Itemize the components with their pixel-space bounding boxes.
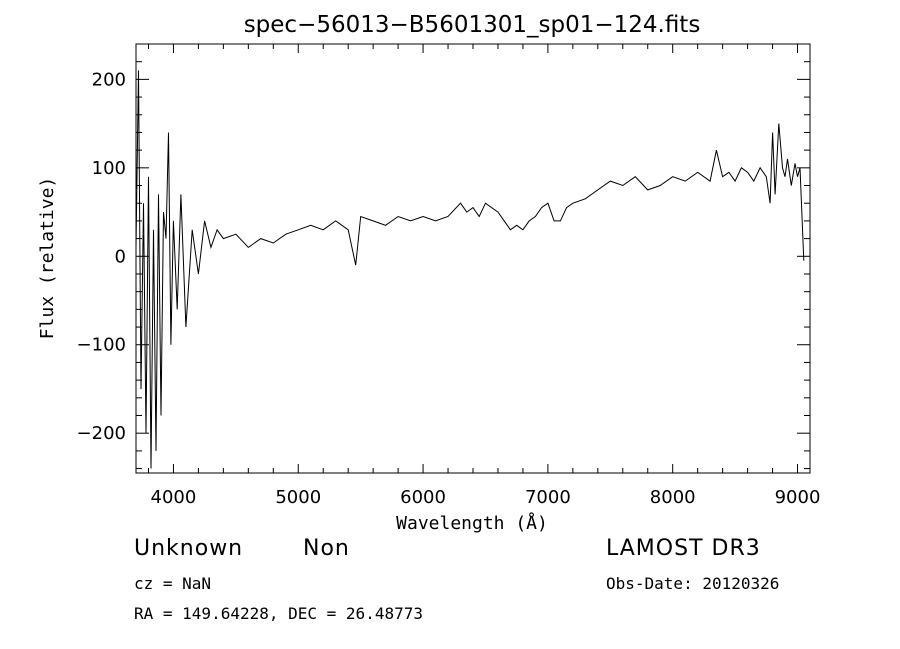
y-tick-labels: −200 −100 0 100 200 [77, 69, 126, 444]
spectrum-line [135, 70, 805, 469]
y-tick-label: 100 [92, 158, 126, 179]
survey-label: LAMOST DR3 [606, 536, 761, 561]
coordinates-label: RA = 149.64228, DEC = 26.48773 [134, 604, 423, 623]
object-subclass: Non [303, 536, 350, 561]
x-tick-label: 6000 [400, 487, 446, 508]
object-class: Unknown [134, 536, 244, 561]
x-tick-label: 7000 [525, 487, 571, 508]
obs-date-label: Obs-Date: 20120326 [606, 574, 780, 593]
plot-frame [135, 43, 811, 474]
x-axis-label: Wavelength (Å) [396, 512, 548, 534]
y-tick-label: 200 [92, 69, 126, 90]
x-tick-label: 9000 [775, 487, 821, 508]
x-tick-labels: 4000 5000 6000 7000 8000 9000 [151, 487, 821, 508]
x-tick-label: 4000 [151, 487, 197, 508]
y-tick-label: −100 [77, 335, 126, 356]
y-tick-label: 0 [115, 246, 126, 267]
y-axis-label: Flux (relative) [37, 177, 58, 340]
y-tick-label: −200 [77, 423, 126, 444]
redshift-label: cz = NaN [134, 574, 212, 593]
axis-ticks [136, 43, 810, 473]
x-tick-label: 5000 [275, 487, 321, 508]
x-tick-label: 8000 [650, 487, 696, 508]
chart-title: spec−56013−B5601301_sp01−124.fits [244, 12, 701, 38]
